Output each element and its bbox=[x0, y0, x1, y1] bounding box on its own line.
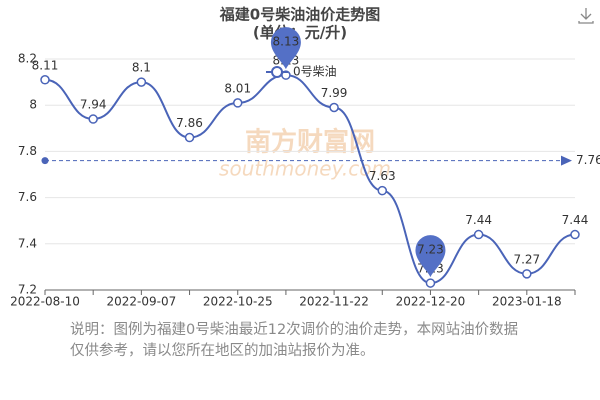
x-tick-label: 2023-01-18 bbox=[492, 295, 562, 309]
value-label: 7.99 bbox=[321, 86, 348, 100]
y-tick-label: 7.6 bbox=[18, 190, 37, 204]
x-tick-label: 2022-11-22 bbox=[299, 295, 369, 309]
data-point bbox=[570, 229, 580, 240]
data-point bbox=[232, 98, 243, 108]
x-tick-label: 2022-10-25 bbox=[203, 295, 273, 309]
x-tick-label: 2022-09-07 bbox=[106, 295, 176, 309]
data-point bbox=[88, 114, 98, 124]
value-label: 7.86 bbox=[176, 116, 203, 130]
y-tick-label: 8.2 bbox=[18, 52, 37, 66]
value-label: 7.94 bbox=[80, 98, 107, 112]
legend-label: 0号柴油 bbox=[293, 65, 337, 79]
x-tick-label: 2022-12-20 bbox=[396, 295, 466, 309]
data-point bbox=[377, 185, 388, 196]
average-arrow bbox=[561, 155, 572, 166]
legend-marker bbox=[271, 66, 283, 78]
value-label: 8.11 bbox=[32, 58, 59, 72]
data-point bbox=[136, 77, 147, 87]
y-tick-label: 7.2 bbox=[18, 283, 37, 297]
value-label: 7.44 bbox=[465, 213, 492, 227]
pin bbox=[270, 27, 301, 70]
pin-label: 7.23 bbox=[417, 243, 444, 257]
value-label: 7.27 bbox=[513, 252, 540, 266]
data-point bbox=[329, 102, 339, 113]
pin bbox=[415, 235, 446, 278]
data-point bbox=[184, 132, 195, 143]
data-point bbox=[425, 278, 436, 288]
data-point bbox=[473, 229, 484, 240]
y-tick-label: 7.4 bbox=[18, 236, 37, 250]
value-label: 7.44 bbox=[562, 213, 589, 227]
data-point bbox=[522, 269, 532, 279]
average-start bbox=[41, 157, 49, 165]
pin-label: 8.13 bbox=[273, 35, 300, 49]
data-point bbox=[40, 75, 50, 85]
y-tick-label: 8 bbox=[29, 98, 37, 112]
x-tick-label: 2022-08-10 bbox=[10, 295, 80, 309]
y-tick-label: 7.8 bbox=[18, 144, 37, 158]
value-label: 8.1 bbox=[132, 61, 151, 75]
download-icon[interactable] bbox=[578, 8, 594, 24]
value-label: 7.63 bbox=[369, 169, 396, 183]
average-label: 7.76 bbox=[576, 153, 600, 167]
chart-title: 福建0号柴油油价走势图 bbox=[219, 6, 380, 24]
note: 说明：图例为福建0号柴油最近12次调价的油价走势，本网站油价数据仅供参考，请以您… bbox=[70, 322, 519, 359]
value-label: 8.01 bbox=[224, 81, 251, 95]
